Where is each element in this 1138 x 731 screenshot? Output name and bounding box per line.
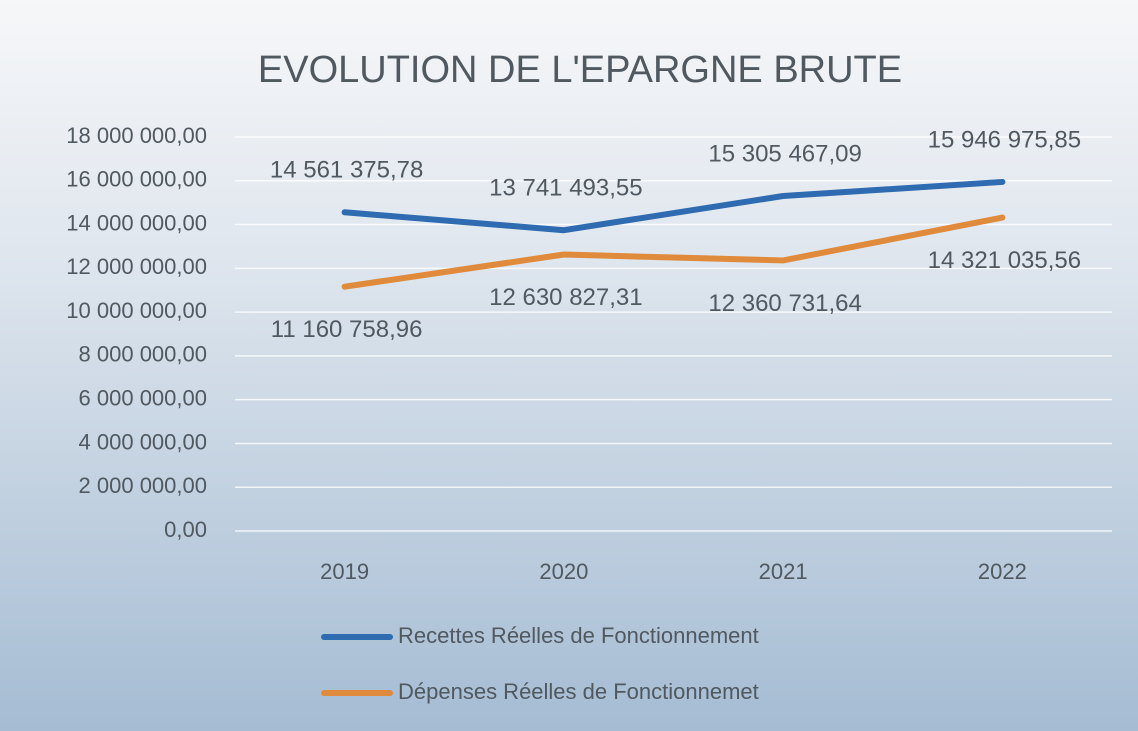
- data-label: 15 305 467,09: [708, 140, 861, 167]
- y-tick-label: 14 000 000,00: [66, 210, 207, 235]
- y-tick-label: 8 000 000,00: [79, 342, 207, 367]
- line: [341, 178, 1006, 234]
- line: [341, 214, 1006, 290]
- x-tick-label: 2020: [539, 559, 588, 584]
- y-tick-label: 16 000 000,00: [66, 167, 207, 192]
- y-tick-label: 10 000 000,00: [66, 298, 207, 323]
- y-tick-label: 6 000 000,00: [79, 385, 207, 410]
- data-label: 15 946 975,85: [928, 126, 1081, 153]
- data-label: 11 160 758,96: [271, 316, 423, 343]
- x-tick-label: 2019: [320, 559, 369, 584]
- data-label: 14 321 035,56: [928, 247, 1081, 274]
- data-label: 12 630 827,31: [489, 284, 642, 311]
- y-tick-label: 0,00: [164, 517, 207, 542]
- y-tick-label: 4 000 000,00: [79, 429, 207, 454]
- legend-label: Recettes Réelles de Fonctionnement: [398, 623, 759, 648]
- x-tick-label: 2022: [978, 559, 1027, 584]
- y-tick-label: 18 000 000,00: [66, 123, 207, 148]
- y-tick-label: 2 000 000,00: [79, 473, 207, 498]
- data-label: 12 360 731,64: [708, 290, 861, 317]
- chart-title: EVOLUTION DE L'EPARGNE BRUTE: [258, 49, 902, 91]
- data-label: 13 741 493,55: [489, 175, 642, 202]
- data-label: 14 561 375,78: [270, 157, 423, 184]
- legend-label: Dépenses Réelles de Fonctionnemet: [398, 679, 759, 704]
- x-tick-label: 2021: [759, 559, 808, 584]
- y-tick-label: 12 000 000,00: [66, 254, 207, 279]
